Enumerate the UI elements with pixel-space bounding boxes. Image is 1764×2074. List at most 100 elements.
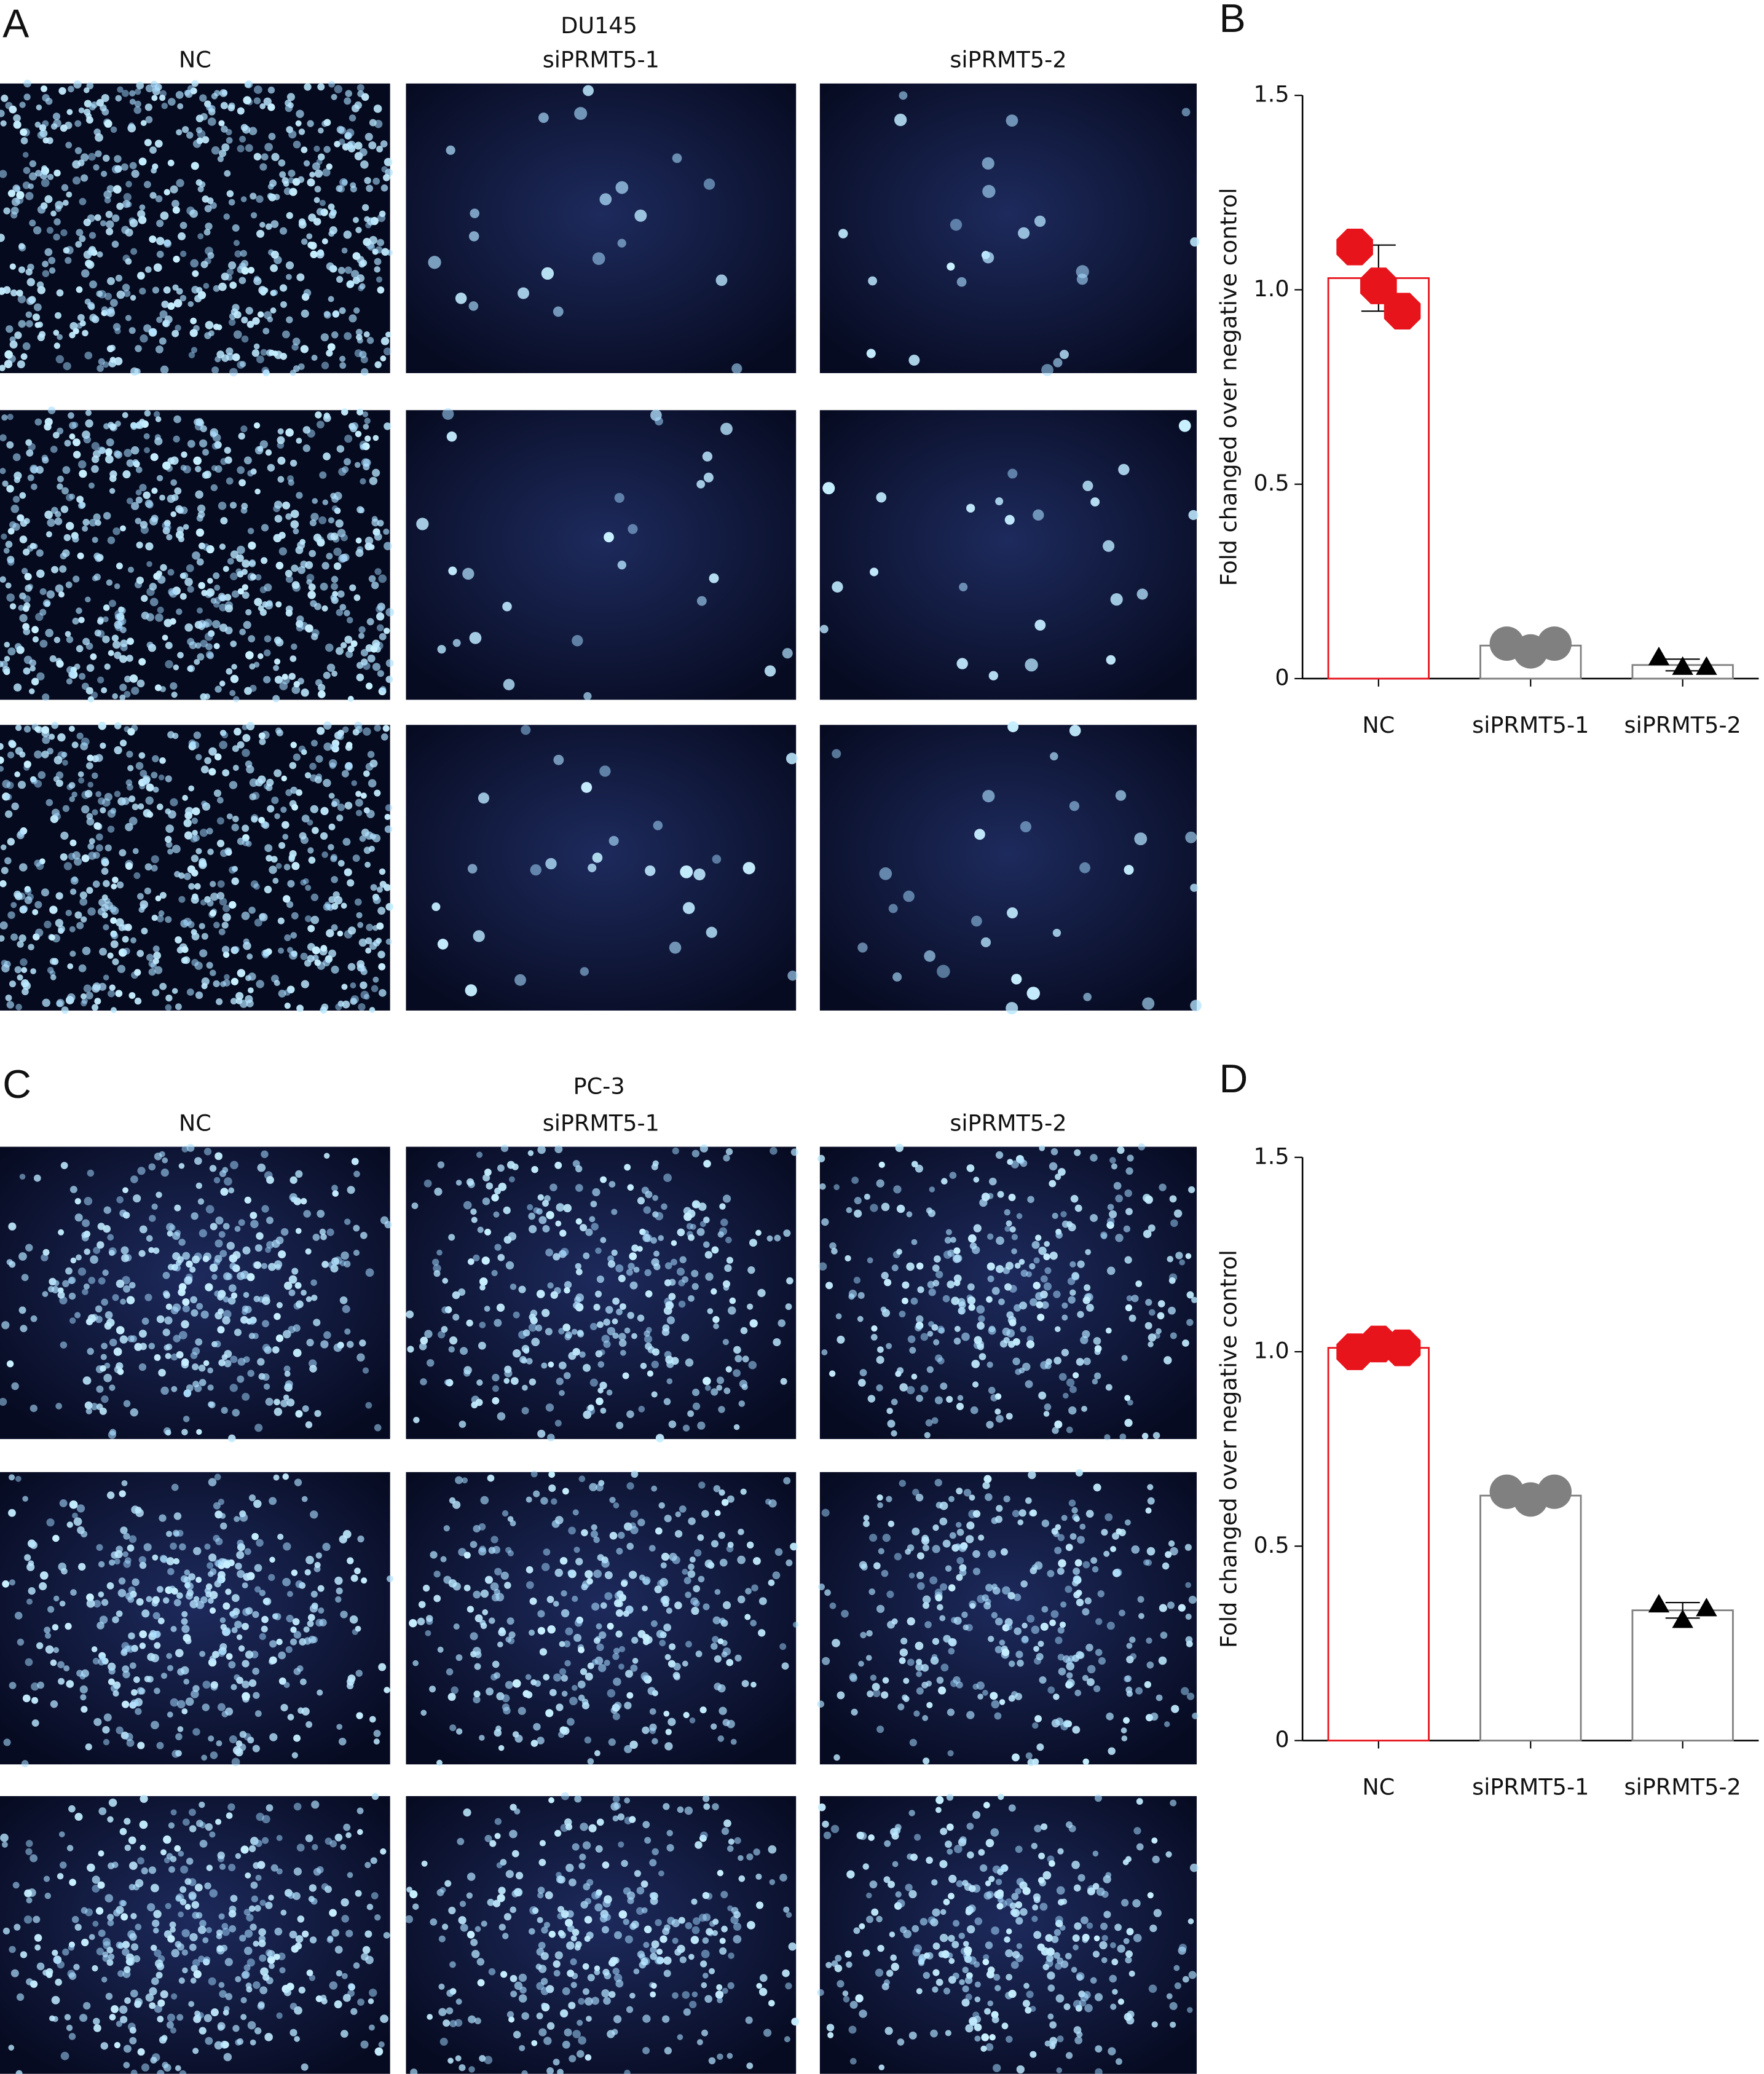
cell-nucleus: [24, 1554, 31, 1561]
cell-nucleus: [55, 918, 63, 928]
cell-nucleus: [683, 1212, 692, 1221]
cell-nucleus: [41, 454, 49, 462]
cell-nucleus: [477, 1226, 484, 1233]
cell-nucleus: [538, 1965, 547, 1973]
cell-nucleus: [505, 1870, 514, 1879]
cell-nucleus: [318, 690, 326, 698]
cell-nucleus: [488, 1968, 496, 1976]
cell-nucleus: [173, 435, 180, 443]
cell-nucleus: [645, 865, 656, 877]
cell-nucleus: [518, 287, 529, 299]
cell-nucleus: [531, 1165, 538, 1173]
cell-nucleus: [285, 1646, 293, 1654]
cell-nucleus: [719, 1489, 725, 1496]
cell-nucleus: [611, 1249, 618, 1256]
cell-nucleus: [658, 1870, 664, 1877]
cell-nucleus: [45, 531, 52, 538]
cell-nucleus: [92, 537, 98, 543]
cell-nucleus: [988, 1387, 996, 1394]
cell-nucleus: [248, 127, 258, 135]
cell-nucleus: [1085, 1248, 1092, 1255]
cell-nucleus: [189, 1825, 197, 1832]
cell-nucleus: [142, 778, 149, 786]
cell-nucleus: [1127, 1399, 1133, 1406]
cell-nucleus: [128, 1836, 136, 1845]
cell-nucleus: [82, 1376, 92, 1385]
cell-nucleus: [62, 1280, 69, 1288]
cell-nucleus: [986, 1296, 993, 1303]
cell-nucleus: [342, 466, 349, 473]
cell-nucleus: [335, 647, 344, 655]
cell-nucleus: [118, 1577, 126, 1585]
cell-nucleus: [542, 1224, 550, 1233]
cell-nucleus: [183, 465, 191, 474]
cell-nucleus: [109, 2014, 116, 2021]
cell-nucleus: [372, 178, 380, 185]
cell-nucleus: [567, 1970, 575, 1977]
cell-nucleus: [218, 928, 226, 936]
cell-nucleus: [666, 1843, 674, 1852]
cell-nucleus: [237, 1375, 245, 1383]
cell-nucleus: [95, 791, 102, 797]
cell-nucleus: [332, 1190, 339, 1197]
cell-nucleus: [0, 109, 5, 117]
cell-nucleus: [896, 1248, 902, 1255]
cell-nucleus: [176, 2014, 184, 2021]
cell-nucleus: [311, 1800, 320, 1809]
cell-nucleus: [218, 593, 226, 601]
cell-nucleus: [651, 1258, 660, 1267]
cell-nucleus: [618, 1274, 626, 1282]
cell-nucleus: [85, 1408, 92, 1414]
cell-nucleus: [339, 307, 346, 314]
cell-nucleus: [173, 1335, 181, 1343]
cell-nucleus: [718, 1406, 725, 1413]
cell-nucleus: [248, 972, 256, 981]
cell-nucleus: [331, 583, 338, 590]
cell-nucleus: [256, 195, 264, 203]
cell-nucleus: [175, 2065, 181, 2072]
cell-nucleus: [98, 982, 107, 991]
cell-nucleus: [282, 1577, 291, 1587]
cell-nucleus: [71, 741, 79, 749]
cell-nucleus: [124, 1818, 131, 1825]
cell-nucleus: [140, 1794, 148, 1803]
cell-nucleus: [245, 1607, 253, 1615]
cell-nucleus: [621, 1859, 628, 1867]
cell-nucleus: [350, 640, 358, 647]
cell-nucleus: [888, 904, 898, 913]
cell-nucleus: [222, 769, 230, 777]
cell-nucleus: [108, 990, 115, 998]
cell-nucleus: [562, 2040, 570, 2049]
cell-nucleus: [717, 1869, 724, 1877]
cell-nucleus: [166, 1653, 173, 1659]
cell-nucleus: [1190, 883, 1199, 892]
cell-nucleus: [514, 1808, 521, 1815]
cell-nucleus: [250, 1220, 259, 1229]
cell-nucleus: [1173, 1209, 1183, 1218]
cell-nucleus: [130, 248, 138, 255]
cell-nucleus: [197, 1198, 205, 1205]
cell-nucleus: [910, 1297, 918, 1305]
cell-nucleus: [514, 1734, 523, 1743]
cell-nucleus: [65, 909, 73, 917]
cell-nucleus: [253, 152, 262, 161]
cell-nucleus: [166, 1853, 173, 1860]
cell-nucleus: [77, 771, 84, 778]
cell-nucleus: [6, 1259, 13, 1266]
cell-nucleus: [127, 728, 135, 736]
cell-nucleus: [79, 1673, 86, 1680]
cell-nucleus: [225, 1273, 233, 1280]
cell-nucleus: [197, 653, 205, 661]
cell-nucleus: [537, 1917, 543, 1923]
cell-nucleus: [1068, 1223, 1076, 1232]
cell-nucleus: [19, 863, 28, 872]
cell-nucleus: [111, 883, 117, 889]
cell-nucleus: [203, 1956, 211, 1963]
cell-nucleus: [671, 1240, 677, 1246]
cell-nucleus: [171, 1231, 181, 1240]
cell-nucleus: [845, 1255, 851, 1262]
cell-nucleus: [411, 1202, 419, 1209]
cell-nucleus: [242, 1660, 250, 1668]
cell-nucleus: [151, 1883, 159, 1893]
cell-nucleus: [230, 1355, 238, 1363]
